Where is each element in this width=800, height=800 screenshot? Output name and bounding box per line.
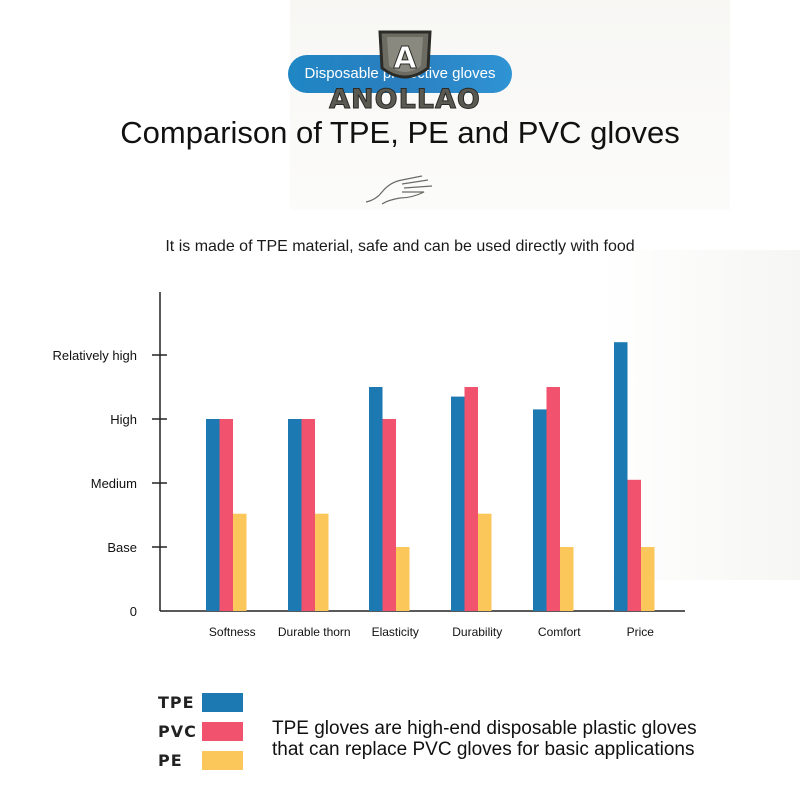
y-tick-label: High <box>110 412 137 427</box>
legend-item-pe: PE <box>158 746 243 775</box>
shield-logo-icon: A <box>378 30 432 79</box>
y-tick-label: Relatively high <box>52 348 137 363</box>
legend-swatch <box>202 722 243 741</box>
legend-label: PVC <box>158 722 197 741</box>
bar-pvc <box>546 387 560 611</box>
legend-swatch <box>202 693 243 712</box>
x-tick-label: Softness <box>209 625 256 639</box>
bar-pe <box>396 547 410 611</box>
note-line-1: TPE gloves are high-end disposable plast… <box>272 718 697 739</box>
bar-pvc <box>464 387 478 611</box>
bar-pvc <box>382 419 396 611</box>
x-tick-label: Durability <box>452 625 502 639</box>
bar-pe <box>233 513 247 611</box>
x-tick-label: Durable thorn <box>278 625 351 639</box>
note-line-2: that can replace PVC gloves for basic ap… <box>272 739 695 760</box>
x-tick-label: Elasticity <box>372 625 419 639</box>
description-note: TPE gloves are high-end disposable plast… <box>272 718 772 760</box>
bar-pvc <box>301 419 315 611</box>
legend-item-tpe: TPE <box>158 688 243 717</box>
bar-tpe <box>451 396 465 611</box>
background-photo-panel <box>290 0 730 210</box>
bar-pe <box>560 547 574 611</box>
bar-pe <box>315 513 329 611</box>
y-tick-label: Medium <box>91 476 137 491</box>
brand-logo: A ANOLLAO <box>325 28 485 116</box>
chart-legend: TPE PVC PE <box>158 688 243 775</box>
y-tick-label: Base <box>107 540 137 555</box>
bar-chart: 0 Base Medium High Relatively high Softness Du… <box>52 292 685 639</box>
x-tick-label: Comfort <box>538 625 581 639</box>
bar-pe <box>641 547 655 611</box>
hand-sketch-icon <box>365 175 433 205</box>
bar-tpe <box>206 419 220 611</box>
legend-label: PE <box>158 751 183 770</box>
page-title: Comparison of TPE, PE and PVC gloves <box>120 115 680 150</box>
legend-item-pvc: PVC <box>158 717 243 746</box>
bar-pvc <box>627 479 641 611</box>
legend-swatch <box>202 751 243 770</box>
logo-letter: A <box>393 41 417 76</box>
legend-label: TPE <box>158 693 195 712</box>
bar-tpe <box>533 409 547 611</box>
bar-tpe <box>369 387 383 611</box>
x-tick-label: Price <box>627 625 655 639</box>
bar-tpe <box>288 419 302 611</box>
bar-pe <box>478 513 492 611</box>
bar-tpe <box>614 342 628 611</box>
brand-name: ANOLLAO <box>329 84 481 116</box>
bar-pvc <box>219 419 233 611</box>
chart-subtitle: It is made of TPE material, safe and can… <box>165 238 635 255</box>
y-tick-label: 0 <box>130 604 137 619</box>
